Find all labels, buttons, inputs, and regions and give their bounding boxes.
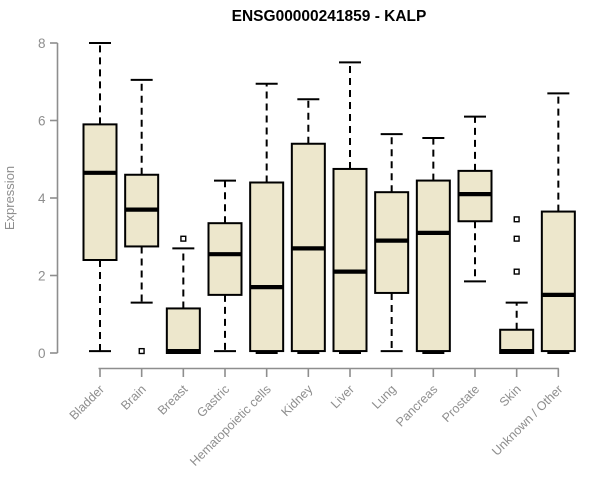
x-tick-label: Lung (369, 382, 399, 412)
x-tick-label: Kidney (279, 382, 316, 419)
y-tick-label: 8 (38, 36, 46, 51)
chart-title: ENSG00000241859 - KALP (232, 8, 427, 25)
box-kidney (290, 98, 326, 354)
box-prostate (457, 115, 493, 283)
x-tick-label: Brain (118, 382, 149, 413)
outlier-point (513, 268, 520, 275)
box-liver (332, 61, 368, 354)
x-tick-label: Unknown / Other (489, 382, 565, 458)
outlier-point (513, 216, 520, 223)
x-tick-label: Breast (155, 382, 191, 418)
x-tick-label: Hematopoietic cells (187, 382, 274, 469)
y-tick-label: 4 (38, 191, 46, 206)
iqr-box (415, 179, 451, 353)
x-tick-label: Liver (328, 382, 357, 411)
x-tick-label: Skin (497, 382, 524, 409)
y-axis: 0 2 4 6 8 (38, 36, 59, 361)
outlier-point (513, 235, 520, 242)
x-tick-label: Prostate (439, 382, 482, 425)
boxes-layer (82, 42, 576, 355)
box-pancreas (415, 136, 451, 354)
box-breast (165, 235, 201, 354)
x-tick-label: Gastric (194, 382, 232, 420)
outlier-point (138, 347, 145, 355)
box-gastric (207, 179, 243, 353)
y-axis-title: Expression (2, 166, 17, 230)
y-tick-label: 2 (38, 268, 46, 283)
y-tick-label: 6 (38, 113, 46, 128)
iqr-box (82, 123, 118, 261)
iqr-box (332, 167, 368, 353)
box-bladder (82, 42, 118, 353)
x-tick-label: Bladder (67, 382, 107, 422)
iqr-box (249, 181, 285, 353)
iqr-box (207, 222, 243, 296)
iqr-box (540, 210, 576, 353)
box-unknown-other (540, 92, 576, 354)
box-brain (124, 78, 160, 355)
iqr-box (165, 307, 201, 354)
x-tick-label: Pancreas (393, 382, 440, 429)
outlier-point (180, 235, 187, 242)
box-lung (374, 133, 410, 353)
box-skin (499, 216, 535, 354)
box-hematopoietic-cells (249, 82, 285, 354)
y-tick-label: 0 (38, 346, 46, 361)
